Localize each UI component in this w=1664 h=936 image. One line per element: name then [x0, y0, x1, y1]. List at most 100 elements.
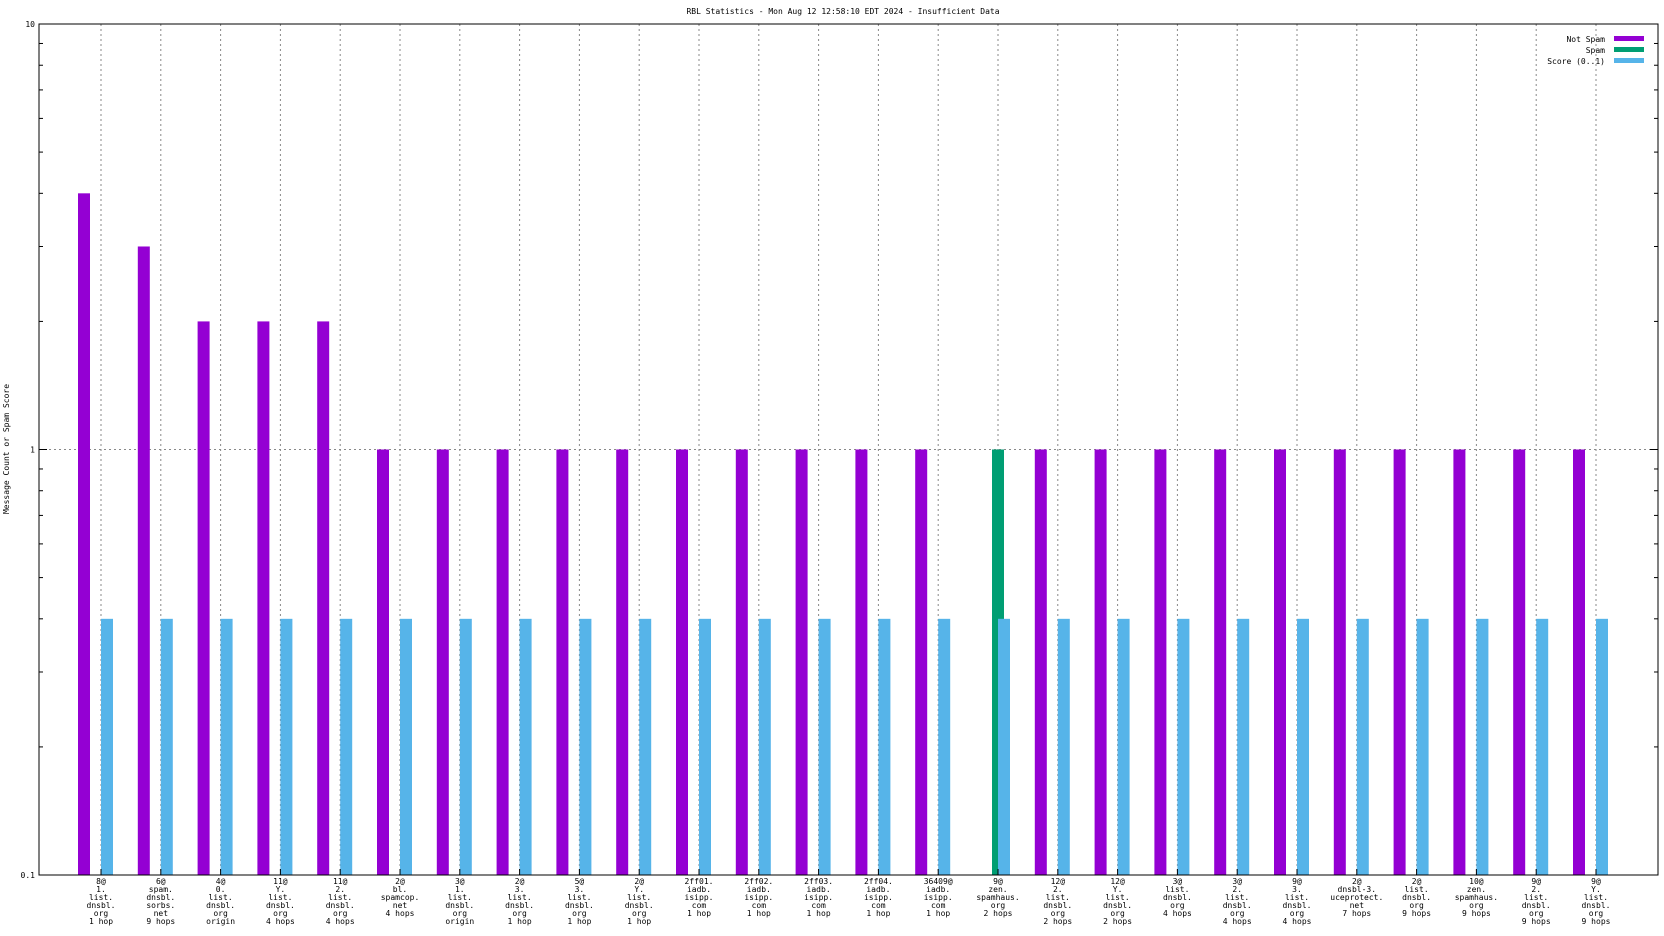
x-tick-label-line: zen. — [1467, 885, 1486, 894]
x-tick-label-line: 9@ — [1292, 877, 1302, 886]
x-tick-label-line: Y. — [1113, 885, 1123, 894]
x-tick-label-line: list. — [328, 893, 352, 902]
x-tick-label-line: 9 hops — [1522, 917, 1551, 926]
x-tick-label-line: 1 hop — [627, 917, 651, 926]
x-tick-label-line: com — [931, 901, 946, 910]
x-tick-label-line: 1 hop — [567, 917, 591, 926]
legend: Not Spam Spam Score (0..1) — [1547, 35, 1644, 66]
bar-score-0-1 — [1297, 618, 1309, 875]
x-tick-label-line: 9 hops — [146, 917, 175, 926]
x-tick-label-line: 4 hops — [266, 917, 295, 926]
x-tick-label-line: dnsbl. — [1522, 901, 1551, 910]
x-tick-label-line: list. — [1584, 893, 1608, 902]
bar-not-spam — [915, 449, 928, 875]
x-tick-label-line: 2. — [1232, 885, 1242, 894]
x-tick-label-line: 9 hops — [1582, 917, 1611, 926]
x-tick-label-line: 2. — [1531, 885, 1541, 894]
x-tick-label-line: 11@ — [333, 877, 348, 886]
x-tick-label-line: uceprotect. — [1330, 893, 1383, 902]
x-tick-label-line: 2@ — [395, 877, 405, 886]
x-tick-label-line: org — [333, 909, 348, 918]
x-tick-label-line: 6@ — [156, 877, 166, 886]
x-tick-label: 8@ 1. list. dnsbl. org 1 hop — [87, 877, 116, 926]
bar-not-spam — [556, 449, 569, 875]
x-tick-label-line: org — [213, 909, 228, 918]
x-tick-label-line: org — [1409, 901, 1424, 910]
x-tick-label-line: com — [692, 901, 707, 910]
x-tick-label-line: Y. — [634, 885, 644, 894]
x-tick-label-line: list. — [1165, 885, 1189, 894]
x-tick-label-line: isipp. — [924, 893, 953, 902]
x-tick-label-line: 4 hops — [1163, 909, 1192, 918]
chart-title: RBL Statistics - Mon Aug 12 12:58:10 EDT… — [686, 7, 999, 16]
legend-swatch — [1614, 47, 1644, 52]
bar-score-0-1 — [938, 618, 951, 875]
x-tick-label-line: origin — [445, 917, 474, 926]
bar-score-0-1 — [699, 618, 711, 875]
x-tick-label-line: list. — [1225, 893, 1249, 902]
bar-not-spam — [1333, 449, 1346, 875]
x-tick-label-line: list. — [508, 893, 532, 902]
x-tick-label-line: org — [1230, 909, 1245, 918]
x-tick-label: 9@ 2. list. dnsbl. org 9 hops — [1522, 877, 1551, 926]
x-tick-label-line: dnsbl. — [1283, 901, 1312, 910]
legend-swatch — [1614, 58, 1644, 63]
bar-score-0-1 — [878, 618, 891, 875]
x-tick-label-line: 1 hop — [866, 909, 890, 918]
x-tick-label-line: dnsbl. — [326, 901, 355, 910]
x-tick-label: 11@ Y. list. dnsbl. org 4 hops — [266, 877, 295, 926]
bar-score-0-1 — [1416, 618, 1429, 875]
x-tick-label-line: org — [572, 909, 587, 918]
bar-not-spam — [855, 449, 868, 875]
x-tick-label-line: 2ff02. — [744, 877, 773, 886]
bar-not-spam — [197, 321, 210, 875]
legend-label: Score (0..1) — [1547, 57, 1605, 66]
x-tick-label-line: 9@ — [1591, 877, 1601, 886]
x-tick-label-line: isipp. — [864, 893, 893, 902]
x-tick-label-line: 2@ — [634, 877, 644, 886]
x-tick-label-line: 9@ — [993, 877, 1003, 886]
x-tick-label-line: list. — [1106, 893, 1130, 902]
bar-score-0-1 — [639, 618, 652, 875]
x-tick-label: 3@ list. dnsbl. org 4 hops — [1163, 877, 1192, 918]
x-tick-label-line: 1 hop — [807, 909, 831, 918]
x-tick-label-line: 2ff04. — [864, 877, 893, 886]
x-tick-label: 2ff01. iadb. isipp. com 1 hop — [685, 877, 714, 918]
x-tick-label-line: dnsbl. — [565, 901, 594, 910]
x-tick-label-line: dnsbl. — [1402, 893, 1431, 902]
x-tick-label-line: iadb. — [866, 885, 890, 894]
bar-not-spam — [257, 321, 270, 875]
x-tick-label-line: 1 hop — [926, 909, 950, 918]
bar-not-spam — [78, 193, 90, 875]
x-tick-label: 36409@ iadb. isipp. com 1 hop — [924, 877, 953, 918]
x-tick-label-line: net — [154, 909, 169, 918]
x-tick-label-line: org — [1110, 909, 1125, 918]
x-tick-label-line: 8@ — [96, 877, 106, 886]
x-tick-label-line: dnsbl. — [266, 901, 295, 910]
x-tick-label-line: org — [512, 909, 527, 918]
x-tick-label-line: dnsbl. — [1582, 901, 1611, 910]
x-tick-label-line: org — [632, 909, 647, 918]
x-tick-label-line: 2@ — [515, 877, 525, 886]
x-tick-label-line: org — [1170, 901, 1185, 910]
x-tick-label-line: 4 hops — [1283, 917, 1312, 926]
legend-label: Not Spam — [1566, 35, 1605, 44]
x-tick-label: 5@ 3. list. dnsbl. org 1 hop — [565, 877, 594, 926]
x-tick-label-line: dnsbl. — [206, 901, 235, 910]
x-tick-label: 2ff02. iadb. isipp. com 1 hop — [744, 877, 773, 918]
x-tick-label: 3@ 1. list. dnsbl. org origin — [445, 877, 474, 926]
x-tick-label-line: spamcop. — [381, 893, 420, 902]
x-tick-label: 10@ zen. spamhaus. org 9 hops — [1455, 877, 1498, 918]
x-tick-label-line: org — [453, 909, 468, 918]
x-tick-label-line: list. — [1046, 893, 1070, 902]
x-tick-label-line: 36409@ — [924, 877, 953, 886]
x-tick-label-line: list. — [627, 893, 651, 902]
x-tick-label-line: com — [811, 901, 826, 910]
bar-score-0-1 — [1117, 618, 1130, 875]
bar-score-0-1 — [1476, 618, 1489, 875]
y-tick-labels: 10 1 0.1 — [21, 20, 1658, 880]
x-tick-label-line: isipp. — [685, 893, 714, 902]
x-tick-label-line: 4 hops — [1223, 917, 1252, 926]
bar-score-0-1 — [400, 618, 412, 875]
x-tick-label-line: dnsbl. — [1043, 901, 1072, 910]
